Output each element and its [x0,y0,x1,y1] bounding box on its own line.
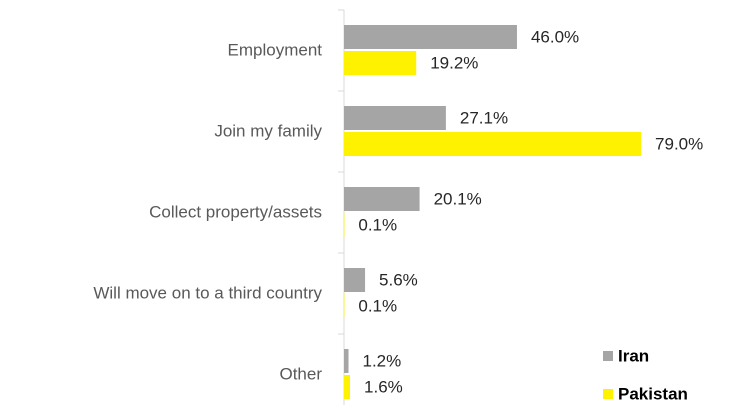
value-label: 0.1% [358,296,397,315]
legend-label: Pakistan [618,384,688,403]
value-label: 19.2% [430,53,478,72]
y-tick-label: Join my family [214,121,322,140]
value-label: 1.2% [363,351,402,370]
value-label: 0.1% [358,215,397,234]
bar [344,132,642,156]
bar [344,349,349,373]
value-label: 1.6% [364,377,403,396]
value-label: 27.1% [460,108,508,127]
value-label: 20.1% [434,189,482,208]
value-label: 46.0% [531,27,579,46]
y-tick-label: Collect property/assets [149,202,322,221]
y-tick-label: Employment [228,40,323,59]
bar [344,106,446,130]
value-label: 79.0% [655,134,703,153]
bar [344,268,366,292]
bar [344,51,417,75]
bar [344,375,351,399]
bar [344,187,420,211]
legend-swatch [603,351,613,361]
legend-label: Iran [618,346,649,365]
y-tick-label: Will move on to a third country [93,283,322,302]
bar [344,25,517,49]
legend-swatch [603,389,613,399]
y-tick-label: Other [279,364,322,383]
value-label: 5.6% [379,270,418,289]
